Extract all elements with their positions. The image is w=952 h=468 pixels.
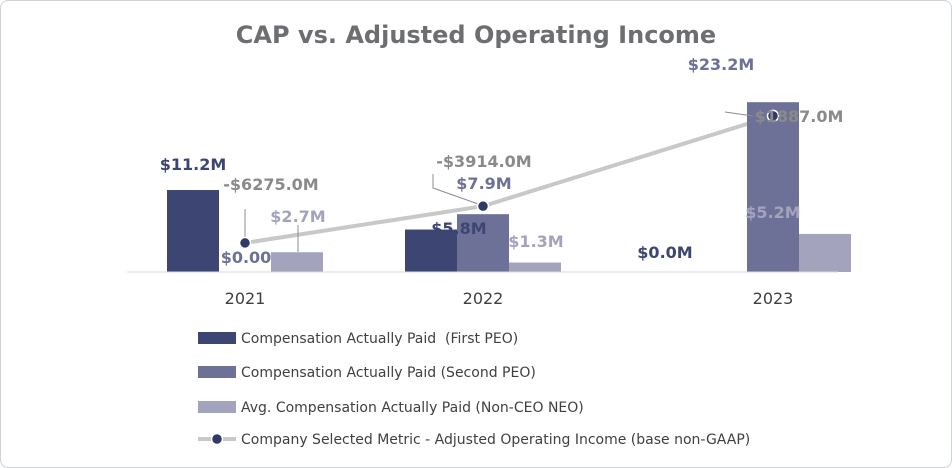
- legend-label-2: Compensation Actually Paid (Second PEO): [241, 365, 536, 381]
- leader-line-2023: [724, 111, 754, 117]
- line-marker-2021: [238, 236, 252, 250]
- legend-label-4: Company Selected Metric - Adjusted Opera…: [241, 432, 750, 448]
- data-label-2022-series-4: -$3914.0M: [436, 152, 531, 171]
- data-label-2022-series-3: $1.3M: [508, 232, 563, 251]
- bar-2021-series-1: [167, 190, 219, 272]
- leader-line-2022: [432, 174, 482, 206]
- data-label-2023-series-1: $0.0M: [637, 243, 692, 262]
- legend-label-3: Avg. Compensation Actually Paid (Non-CEO…: [241, 400, 584, 416]
- bar-2023-series-3: [799, 233, 851, 272]
- legend-marker-swatch: [210, 432, 224, 446]
- line-marker-2023: [766, 109, 780, 123]
- data-label-2021-series-2: $0.00: [221, 248, 272, 267]
- data-label-2021-series-3: $2.7M: [270, 207, 325, 226]
- x-tick-2023: 2023: [753, 289, 794, 308]
- legend-swatch-2: [198, 366, 236, 378]
- bar-2022-series-2: [457, 214, 509, 272]
- data-label-2021-series-4: -$6275.0M: [223, 175, 318, 194]
- data-label-2022-series-1: $5.8M: [431, 219, 486, 238]
- x-tick-2021: 2021: [225, 289, 266, 308]
- data-label-2022-series-2: $7.9M: [456, 174, 511, 193]
- legend-swatch-1: [198, 332, 236, 344]
- legend-label-1: Compensation Actually Paid (First PEO): [241, 331, 518, 347]
- legend-swatch-3: [198, 401, 236, 413]
- bar-2022-series-1: [405, 229, 457, 272]
- chart-title: CAP vs. Adjusted Operating Income: [236, 21, 716, 49]
- data-label-2023-series-2: $23.2M: [688, 55, 755, 74]
- bar-2022-series-3: [509, 262, 561, 272]
- x-tick-2022: 2022: [463, 289, 504, 308]
- line-marker-2022: [476, 199, 490, 213]
- data-label-2023-series-4: $1887.0M: [755, 107, 844, 126]
- bar-2021-series-3: [271, 252, 323, 272]
- data-label-2023-series-3: $5.2M: [745, 203, 800, 222]
- data-label-2021-series-1: $11.2M: [160, 155, 227, 174]
- bar-2023-series-2: [747, 102, 799, 273]
